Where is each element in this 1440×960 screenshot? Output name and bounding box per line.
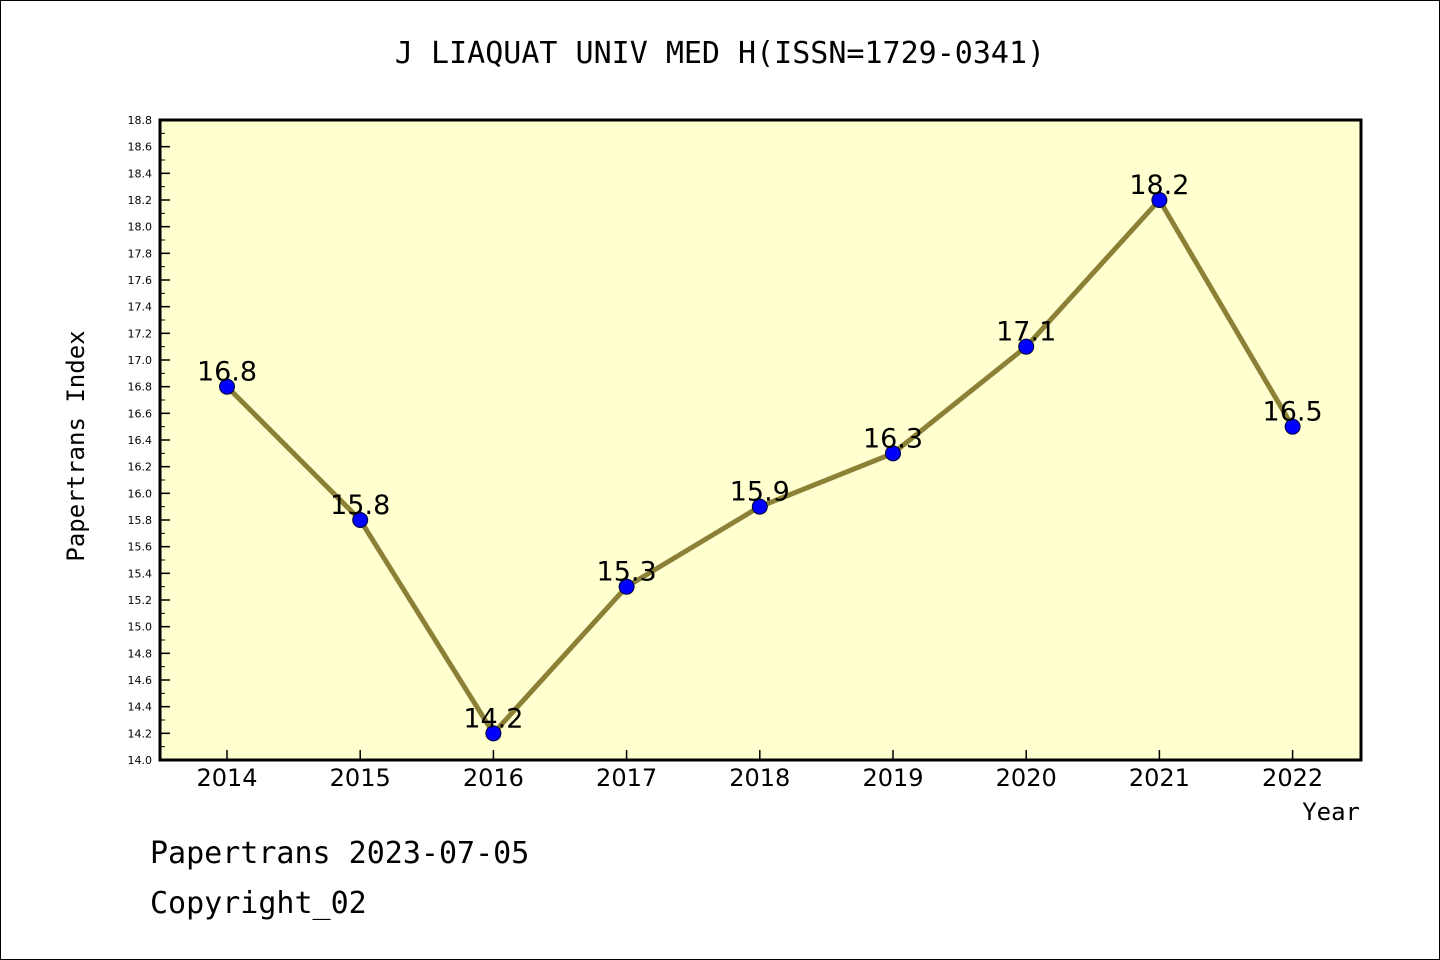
data-label: 15.3 <box>597 557 657 588</box>
y-tick-label: 17.8 <box>128 247 153 260</box>
data-point <box>618 578 635 595</box>
y-tick-label: 15.0 <box>128 621 153 634</box>
data-point <box>751 498 768 515</box>
y-tick-label: 17.2 <box>128 327 153 340</box>
y-tick-label: 18.2 <box>128 194 153 207</box>
data-point <box>1151 192 1168 208</box>
data-point <box>352 512 369 528</box>
y-tick-label: 16.6 <box>128 407 153 420</box>
data-label: 16.5 <box>1263 397 1323 428</box>
data-label: 16.3 <box>863 423 923 454</box>
data-point <box>1018 338 1035 355</box>
data-label: 16.8 <box>197 357 257 388</box>
data-label: 17.1 <box>996 317 1056 348</box>
y-axis-title: Papertrans Index <box>62 330 90 561</box>
y-tick-label: 16.2 <box>128 461 153 474</box>
footer-date: Papertrans 2023-07-05 <box>150 836 530 871</box>
x-axis-title: Year <box>1302 798 1360 826</box>
y-tick-label: 14.6 <box>128 674 153 687</box>
y-tick-label: 14.2 <box>128 727 153 740</box>
plot-area <box>158 118 1363 762</box>
data-label: 15.8 <box>330 490 390 521</box>
y-tick-label: 18.0 <box>128 221 153 234</box>
x-tick-label: 2014 <box>196 764 257 792</box>
x-axis: 2014 2015 2016 2017 2018 2019 2020 2021 2022 <box>196 750 1323 792</box>
x-tick-label: 2016 <box>463 764 524 792</box>
x-tick-label: 2018 <box>729 764 790 792</box>
data-point <box>1284 418 1301 435</box>
y-tick-label: 17.4 <box>128 301 153 314</box>
x-tick-label: 2021 <box>1129 764 1190 792</box>
data-label: 14.2 <box>463 703 523 734</box>
x-tick-label: 2020 <box>996 764 1057 792</box>
y-tick-label: 14.8 <box>128 647 153 660</box>
y-tick-label: 17.0 <box>128 354 153 367</box>
footer-copyright: Copyright_02 <box>150 886 367 921</box>
y-tick-label: 16.0 <box>128 487 153 500</box>
data-label: 18.2 <box>1129 170 1189 201</box>
y-tick-label: 17.6 <box>128 274 153 287</box>
y-tick-label: 15.6 <box>128 541 153 554</box>
y-tick-label: 15.2 <box>128 594 153 607</box>
x-tick-label: 2019 <box>862 764 923 792</box>
data-point <box>885 445 901 462</box>
data-point <box>485 725 502 742</box>
data-labels: 16.8 15.8 14.2 15.3 15.9 16.3 17.1 18.2 16.5 <box>197 170 1323 734</box>
data-label: 15.9 <box>730 477 790 508</box>
data-point <box>219 378 235 395</box>
y-axis: 14.0 14.2 14.4 14.6 14.8 15.0 15.2 15.4 15.6 15.8… <box>128 114 170 767</box>
chart-title: J LIAQUAT UNIV MED H(ISSN=1729-0341) <box>394 36 1046 71</box>
y-tick-label: 15.4 <box>128 567 153 580</box>
y-tick-label: 18.8 <box>128 114 153 127</box>
x-tick-label: 2017 <box>596 764 657 792</box>
x-tick-label: 2022 <box>1262 764 1323 792</box>
y-tick-label: 15.8 <box>128 514 153 527</box>
series-markers <box>219 192 1301 742</box>
y-tick-label: 14.0 <box>128 754 153 767</box>
y-tick-label: 16.4 <box>128 434 153 447</box>
y-tick-label: 16.8 <box>128 381 153 394</box>
x-tick-label: 2015 <box>330 764 391 792</box>
y-tick-label: 18.4 <box>128 167 153 180</box>
y-tick-label: 14.4 <box>128 701 153 714</box>
y-tick-label: 18.6 <box>128 141 153 154</box>
